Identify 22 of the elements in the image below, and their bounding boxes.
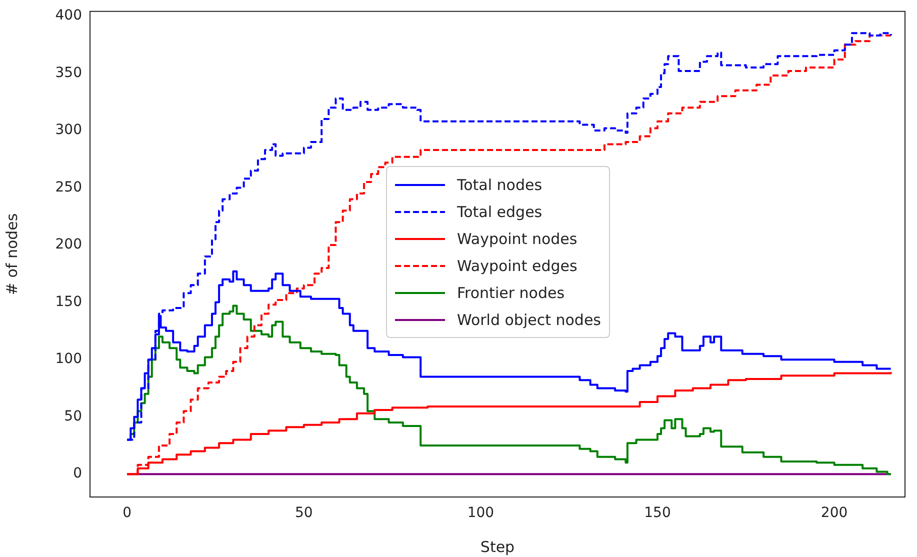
y-tick-label: 100	[55, 351, 82, 368]
y-tick-label: 400	[55, 8, 82, 24]
legend-label: Waypoint nodes	[457, 230, 578, 248]
y-tick-label: 250	[55, 179, 82, 196]
y-tick-label: 350	[55, 64, 82, 81]
legend-label: World object nodes	[457, 310, 601, 328]
legend-label: Total edges	[457, 202, 542, 220]
x-axis-title: Step	[480, 538, 515, 556]
legend-label: Total nodes	[457, 176, 542, 194]
x-tick-label: 50	[295, 505, 313, 522]
legend-label: Frontier nodes	[457, 284, 565, 302]
y-tick-label: 200	[55, 236, 82, 253]
x-tick-label: 200	[820, 505, 848, 522]
x-tick-label: 150	[644, 505, 671, 522]
x-tick-label: 0	[122, 505, 132, 522]
y-tick-label: 0	[73, 466, 82, 482]
y-axis-title: # of nodes	[2, 213, 21, 296]
y-tick-label: 300	[55, 122, 82, 138]
x-tick-label: 100	[467, 505, 494, 522]
legend-label: Waypoint edges	[457, 256, 578, 274]
y-tick-label: 50	[64, 408, 82, 424]
y-tick-label: 150	[55, 294, 82, 310]
